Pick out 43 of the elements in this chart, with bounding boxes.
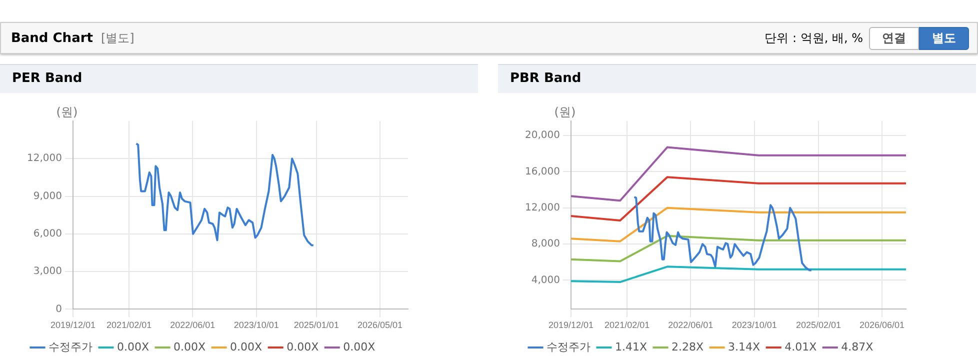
y-tick-label: 4,000 [531,274,560,286]
legend-label: 1.41X [615,340,648,354]
x-tick-label: 2026/05/01 [357,320,402,330]
x-tick-label: 2019/12/01 [548,320,594,330]
text: [별도] [100,30,134,46]
legend-label: 3.14X [728,340,761,354]
text: Band Chart [11,30,93,46]
x-tick-label: 2021/02/01 [604,320,650,330]
y-tick-label: 3,000 [33,266,62,278]
y-tick-label: 8,000 [531,238,560,250]
text: 연결 [869,26,919,50]
x-tick-label: 2021/02/01 [106,320,152,330]
legend-label: 0.00X [230,340,263,354]
x-tick-label: 2025/02/01 [796,320,842,330]
x-tick-label: 2022/06/01 [668,320,714,330]
legend-label: 수정주가 [48,340,92,354]
legend-label: 0.00X [343,340,376,354]
x-tick-label: 2026/06/01 [860,320,905,330]
y-tick-label: 16,000 [524,166,560,178]
text: 단위 : 억원, 배, % [764,30,863,46]
x-tick-label: 2025/01/01 [294,320,339,330]
legend-label: 0.00X [286,340,320,354]
x-tick-label: 2022/06/01 [170,320,216,330]
text: 별도 [919,26,969,50]
chart-title: PER Band [0,64,478,93]
y-tick-label: 0 [56,304,62,315]
y-tick-label: 9,000 [33,190,62,202]
legend-label: 수정주가 [546,340,590,354]
y-tick-label: 6,000 [33,228,62,240]
legend-label: 2.28X [672,340,704,354]
x-tick-label: 2023/10/01 [732,320,777,330]
x-tick-label: 2023/10/01 [234,320,279,330]
legend-label: 4.87X [841,340,874,354]
y-tick-label: 20,000 [524,130,560,142]
y-tick-label: 12,000 [26,153,62,164]
legend-label: 4.01X [784,340,818,354]
x-tick-label: 2019/12/01 [50,320,96,330]
y-axis-title: (원) [56,105,78,120]
y-tick-label: 12,000 [524,202,560,214]
y-axis-title: (원) [554,105,576,120]
chart-title: PBR Band [498,64,976,93]
legend-label: 0.00X [174,340,206,354]
legend-label: 0.00X [117,340,150,354]
